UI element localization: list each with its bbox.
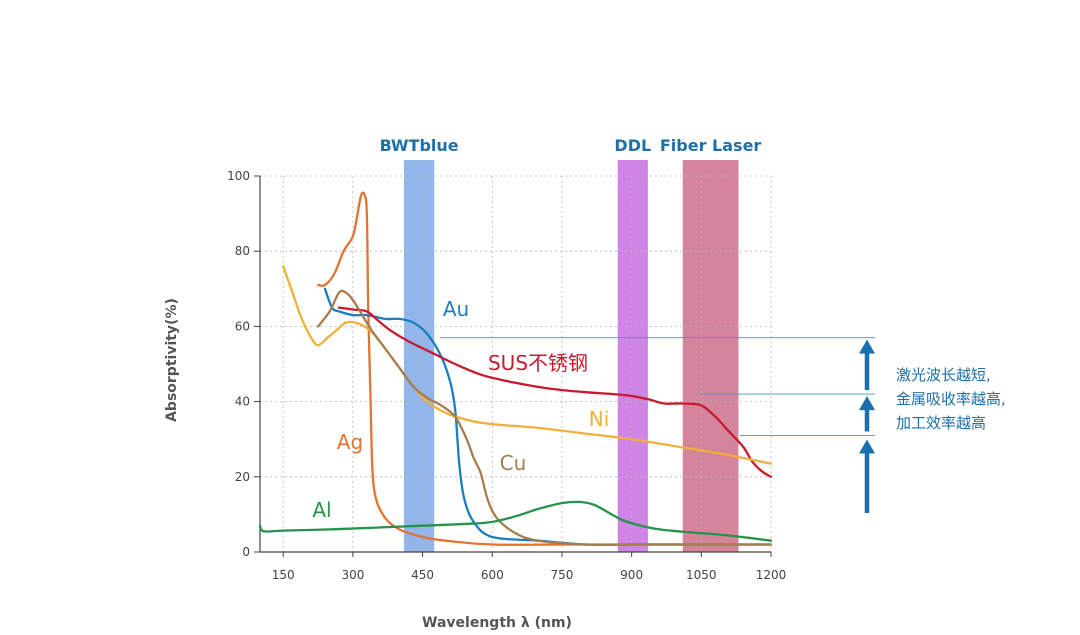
series-line-cu: [316, 289, 773, 546]
series-line-ag: [316, 191, 773, 546]
y-tick-label-80: 80: [235, 244, 250, 258]
grid-lines: [260, 175, 772, 552]
band-bwtblue: [404, 160, 435, 552]
series-label-sus: SUS不锈钢: [488, 351, 588, 375]
series-label-ni: Ni: [589, 407, 610, 431]
x-tick-label-600: 600: [481, 568, 504, 582]
band-label-fiber-laser: Fiber Laser: [660, 136, 762, 155]
axes: [259, 176, 771, 553]
band-fiber-laser: [682, 160, 739, 552]
y-tick-label-60: 60: [235, 319, 250, 333]
series-lines: [258, 191, 773, 546]
series-line-sus: [337, 306, 773, 478]
x-tick-label-300: 300: [341, 568, 364, 582]
band-label-bwtblue: BWTblue: [380, 136, 459, 155]
series-label-ag: Ag: [337, 430, 363, 454]
x-tick-label-900: 900: [620, 568, 643, 582]
series-label-al: Al: [312, 498, 331, 522]
up-arrow-head-3: [859, 439, 875, 454]
y-axis-label: Absorptivity(%): [164, 298, 180, 422]
laser-bands: BWTblue DDL Fiber Laser: [380, 136, 762, 552]
x-tick-label-1050: 1050: [686, 568, 717, 582]
up-arrows: [859, 339, 875, 513]
band-ddl: [617, 160, 648, 552]
series-label-au: Au: [443, 297, 469, 321]
x-tick-label-450: 450: [411, 568, 434, 582]
y-tick-label-0: 0: [242, 545, 250, 559]
y-tick-label-100: 100: [227, 169, 250, 183]
reference-lines: [440, 337, 875, 436]
series-line-al: [258, 500, 773, 542]
annotation-line-3: 加工效率越高: [896, 414, 986, 432]
band-label-ddl: DDL: [614, 136, 651, 155]
tick-labels: 150 300 450 600 750 900 1050 1200 0 20 40 60 80 100: [227, 169, 786, 582]
x-tick-label-1200: 1200: [756, 568, 787, 582]
annotation-line-1: 激光波长越短,: [896, 366, 991, 384]
up-arrow-head-1: [859, 339, 875, 354]
x-tick-label-750: 750: [551, 568, 574, 582]
x-axis-label: Wavelength λ (nm): [422, 615, 572, 631]
up-arrow-head-2: [859, 396, 875, 411]
series-label-cu: Cu: [500, 451, 527, 475]
annotation-note: 激光波长越短, 金属吸收率越高, 加工效率越高: [896, 366, 1006, 432]
annotation-line-2: 金属吸收率越高,: [896, 390, 1006, 408]
series-labels: Ag Au SUS不锈钢 Ni Cu Al: [312, 297, 609, 522]
y-tick-label-40: 40: [235, 395, 250, 409]
y-tick-label-20: 20: [235, 470, 250, 484]
x-tick-label-150: 150: [272, 568, 295, 582]
